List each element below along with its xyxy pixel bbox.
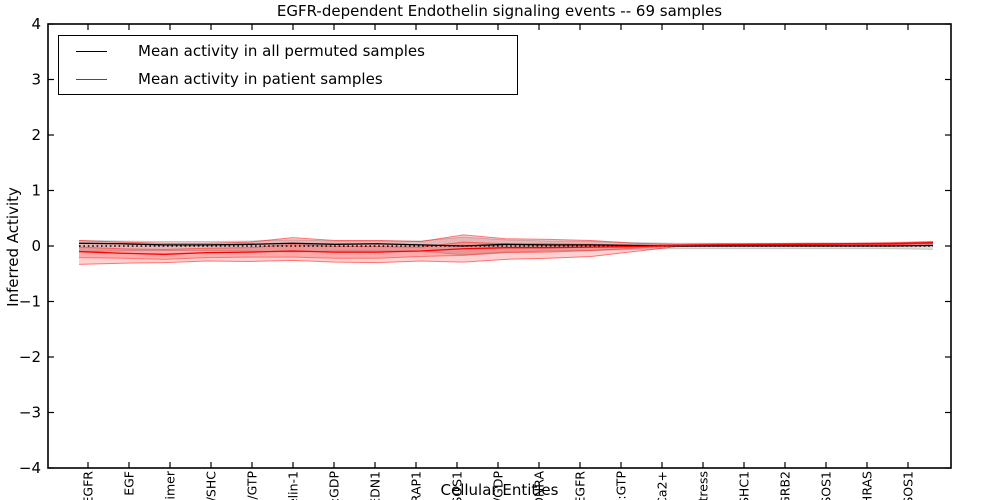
- x-tick-label: HRAS/GDP: [491, 471, 506, 500]
- x-tick-label: GRB2: [778, 471, 793, 500]
- chart-title: EGFR-dependent Endothelin signaling even…: [276, 2, 723, 20]
- x-tick-label: FRAP1: [409, 471, 424, 500]
- x-tick-label: EGF/EGFR dimer/SHC/GRB2/SOS1: [450, 471, 465, 500]
- x-tick-label: mol:GDP: [327, 471, 342, 500]
- permuted-samples-range-lower-edge: [78, 248, 934, 256]
- y-tick-label: 4: [31, 15, 41, 33]
- y-tick-label: 3: [31, 71, 41, 89]
- x-tick-label: HRAS/GTP: [245, 471, 260, 500]
- x-tick-label: SOS1: [819, 471, 834, 500]
- x-tick-label: EGF: [122, 471, 137, 496]
- legend: Mean activity in all permuted samples Mea…: [58, 35, 518, 95]
- x-tick-label: EGF/EGFR dimer/SHC: [204, 471, 219, 500]
- y-tick-label: −4: [19, 459, 41, 477]
- x-tick-label: EGF/EGFR: [81, 471, 96, 500]
- x-tick-label: response to oxidative stress: [696, 471, 711, 500]
- x-tick-label: GRB2/SOS1: [901, 471, 916, 500]
- x-axis-label: Cellular Entities: [440, 481, 559, 499]
- y-tick-label: −2: [19, 348, 41, 366]
- x-tick-label: EGFR: [573, 471, 588, 500]
- patient-samples-range-outer-upper-edge: [78, 234, 934, 245]
- y-tick-label: −1: [19, 293, 41, 311]
- legend-item: Mean activity in all permuted samples: [59, 38, 517, 64]
- x-tick-label: EGF/EGFR dimer: [163, 470, 178, 500]
- x-tick-label: mol:GTP: [614, 471, 629, 500]
- y-tick-label: 0: [31, 237, 41, 255]
- x-tick-label: EDNRA: [532, 471, 547, 500]
- legend-item-label: Mean activity in patient samples: [138, 70, 383, 88]
- x-tick-label: mol:Ca2+: [655, 471, 670, 500]
- legend-line-swatch: [76, 78, 107, 80]
- legend-line-swatch: [76, 50, 107, 52]
- x-tick-label: SHC1: [737, 471, 752, 500]
- x-tick-label: EDN1: [368, 471, 383, 500]
- legend-item: Mean activity in patient samples: [59, 66, 517, 92]
- patient-samples-range-outer-fill: [79, 234, 933, 265]
- patient-samples-range-inner-fill: [79, 242, 933, 260]
- y-tick-label: −3: [19, 404, 41, 422]
- series-line-patient: [78, 242, 934, 255]
- series-line-permuted: [78, 242, 934, 247]
- legend-item-label: Mean activity in all permuted samples: [138, 42, 425, 60]
- y-tick-label: 1: [31, 182, 41, 200]
- y-tick-label: 2: [31, 126, 41, 144]
- x-tick-label: ETA receptor/Endothelin-1: [286, 471, 301, 500]
- x-tick-label: HRAS: [860, 471, 875, 500]
